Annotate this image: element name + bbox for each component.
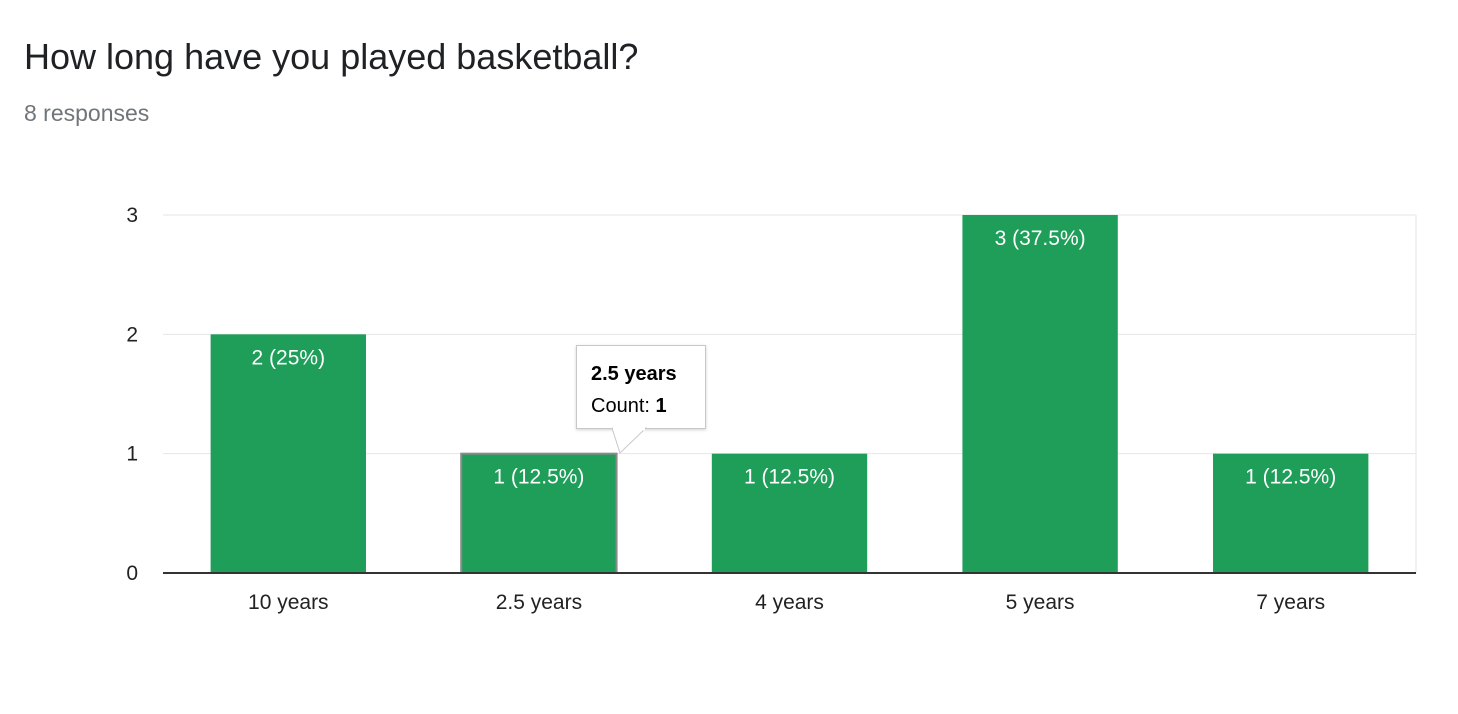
- x-tick-label: 2.5 years: [496, 591, 582, 614]
- bar-data-label: 3 (37.5%): [995, 227, 1086, 250]
- bar-group[interactable]: 1 (12.5%): [711, 453, 868, 573]
- bar[interactable]: [711, 453, 868, 573]
- tooltip-pointer: [612, 427, 648, 454]
- bar[interactable]: [210, 334, 366, 573]
- bar-group[interactable]: 1 (12.5%): [1213, 453, 1369, 573]
- x-tick-label: 10 years: [248, 591, 329, 614]
- bar[interactable]: [1213, 453, 1369, 573]
- bar-data-label: 1 (12.5%): [1245, 466, 1336, 489]
- bar-data-label: 2 (25%): [252, 346, 326, 369]
- y-tick-label: 2: [126, 323, 138, 346]
- bar-data-label: 1 (12.5%): [493, 466, 584, 489]
- bar[interactable]: [962, 215, 1118, 573]
- x-tick-label: 7 years: [1256, 591, 1325, 614]
- chart-tooltip: 2.5 years Count: 1: [576, 345, 706, 429]
- x-tick-label: 4 years: [755, 591, 824, 614]
- bar-data-label: 1 (12.5%): [744, 466, 835, 489]
- tooltip-count: Count: 1: [591, 390, 705, 422]
- tooltip-count-label: Count:: [591, 395, 656, 417]
- bars: 2 (25%) 1 (12.5%) 1 (12.5%) 3 (37.5%) 1 (12.…: [210, 215, 1369, 574]
- y-tick-label: 0: [126, 562, 138, 585]
- bar-group[interactable]: 1 (12.5%): [460, 452, 618, 574]
- x-axis-ticks: 10 years 2.5 years 4 years 5 years 7 years: [248, 591, 1325, 614]
- y-tick-label: 1: [126, 443, 138, 466]
- y-axis-ticks: 0 1 2 3: [126, 204, 138, 585]
- tooltip-title: 2.5 years: [591, 363, 677, 385]
- bar-group[interactable]: 2 (25%): [210, 334, 366, 573]
- question-title: How long have you played basketball?: [24, 36, 639, 77]
- bar-group[interactable]: 3 (37.5%): [962, 215, 1118, 573]
- y-tick-label: 3: [126, 204, 138, 227]
- response-count: 8 responses: [24, 100, 150, 126]
- x-tick-label: 5 years: [1006, 591, 1075, 614]
- bar[interactable]: [460, 452, 618, 574]
- tooltip-count-value: 1: [655, 395, 667, 417]
